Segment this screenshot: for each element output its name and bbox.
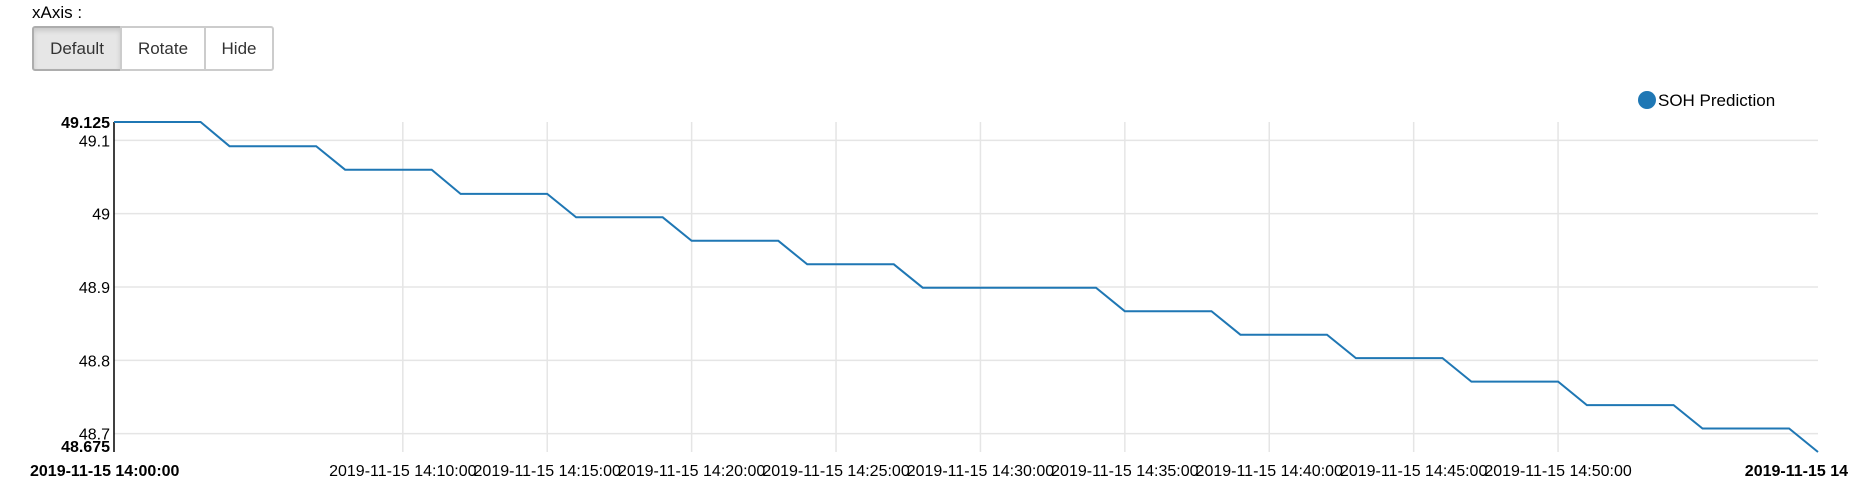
y-tick-label: 49.125 xyxy=(61,115,110,132)
y-tick-label: 48.7 xyxy=(79,427,110,444)
x-tick-label: 2019-11-15 14:40:00 xyxy=(1196,463,1343,480)
x-tick-label: 2019-11-15 14:30:00 xyxy=(907,463,1054,480)
x-axis-ticks: 2019-11-15 14:00:00 2019-11-15 14:10:0020… xyxy=(30,463,1848,480)
y-tick-label: 49 xyxy=(92,207,110,224)
legend-label[interactable]: SOH Prediction xyxy=(1658,91,1775,110)
x-tick-label: 2019-11-15 14:50:00 xyxy=(1484,463,1631,480)
xaxis-mode-button-group: Default Rotate Hide xyxy=(32,26,274,71)
x-gridlines xyxy=(402,122,1559,452)
x-tick-label: 2019-11-15 14:25:00 xyxy=(762,463,909,480)
x-tick-label: 2019-11-15 14:15:00 xyxy=(474,463,621,480)
x-tick-label: 2019-11-15 14:45:00 xyxy=(1340,463,1487,480)
legend-marker[interactable] xyxy=(1638,91,1656,109)
x-tick-label: 2019-11-15 14:20:00 xyxy=(618,463,765,480)
legend[interactable]: SOH Prediction xyxy=(1638,91,1775,110)
hide-button[interactable]: Hide xyxy=(204,26,274,71)
y-tick-label: 48.675 xyxy=(61,439,110,456)
y-tick-label: 48.9 xyxy=(79,280,110,297)
y-tick-label: 48.8 xyxy=(79,353,110,370)
y-tick-label: 49.1 xyxy=(79,133,110,150)
x-tick-label: 2019-11-15 14 xyxy=(1745,463,1848,480)
series-line xyxy=(114,121,1819,453)
xaxis-control-label: xAxis : xyxy=(32,3,83,22)
x-tick-label: 2019-11-15 14:10:00 xyxy=(329,463,476,480)
y-gridlines xyxy=(114,139,1818,435)
x-tick-label: 2019-11-15 14:35:00 xyxy=(1051,463,1198,480)
x-tick-label: 2019-11-15 14:00:00 xyxy=(30,463,180,480)
series-group xyxy=(114,121,1819,453)
